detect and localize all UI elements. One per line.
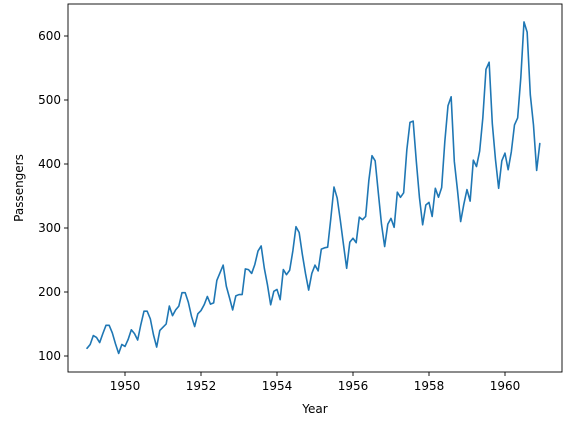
y-tick-label: 500	[38, 93, 61, 107]
y-axis-label: Passengers	[12, 154, 26, 222]
y-tick-label: 300	[38, 221, 61, 235]
passengers-series-line	[86, 21, 541, 355]
x-axis-label: Year	[301, 402, 327, 416]
x-tick-label: 1952	[186, 379, 217, 393]
plot-area	[68, 4, 562, 372]
y-tick-label: 100	[38, 349, 61, 363]
x-tick-label: 1954	[262, 379, 293, 393]
y-tick-label: 400	[38, 157, 61, 171]
x-tick-label: 1950	[110, 379, 141, 393]
y-tick-label: 200	[38, 285, 61, 299]
x-tick-label: 1960	[490, 379, 521, 393]
x-tick-label: 1956	[338, 379, 369, 393]
y-axis-ticks: 100 200 300 400 500 600	[38, 29, 68, 363]
plot-frame	[67, 3, 563, 373]
x-axis-ticks: 1950 1952 1954 1956 1958 1960	[110, 372, 521, 393]
x-tick-label: 1958	[414, 379, 445, 393]
y-tick-label: 600	[38, 29, 61, 43]
